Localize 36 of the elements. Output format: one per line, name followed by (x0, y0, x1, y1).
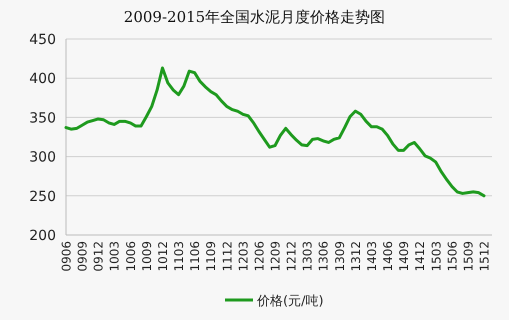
x-tick-label: 1012 (156, 241, 170, 272)
x-tick-label: 1106 (188, 241, 202, 272)
line-series (64, 66, 486, 198)
x-tick-label: 1103 (172, 241, 186, 272)
x-tick-label: 1506 (445, 241, 460, 272)
x-tick-label: 1003 (108, 241, 122, 272)
x-tick-label: 1209 (268, 241, 282, 272)
x-tick-label: 1112 (220, 241, 234, 272)
x-tick-label: 1412 (413, 241, 428, 272)
chart-title: 2009-2015年全国水泥月度价格走势图 (124, 8, 386, 26)
x-tick-label: 1409 (397, 241, 412, 272)
y-tick-label: 300 (29, 150, 56, 166)
y-tick-label: 200 (29, 228, 56, 244)
x-tick-label: 0909 (76, 241, 90, 272)
x-tick-label: 1512 (478, 241, 492, 272)
x-tick-label: 1303 (300, 241, 315, 272)
x-tick-label: 1306 (316, 241, 331, 272)
y-tick-label: 250 (29, 188, 56, 205)
y-tick-label: 450 (29, 32, 56, 48)
x-tick-label: 1109 (204, 241, 218, 272)
x-tick-label: 1509 (461, 241, 476, 272)
x-tick-label: 1309 (332, 241, 347, 272)
legend-label: 价格(元/吨) (256, 294, 324, 309)
y-tick-label: 350 (29, 110, 56, 126)
x-tick-label: 1212 (284, 241, 299, 272)
x-tick-label: 0906 (60, 241, 74, 272)
x-tick-label: 0912 (92, 241, 106, 272)
x-tick-label: 1403 (364, 241, 379, 272)
x-tick-label: 1009 (140, 241, 154, 272)
y-tick-label: 400 (29, 71, 56, 88)
x-tick-label: 1406 (381, 241, 396, 272)
x-tick-label: 1312 (348, 241, 363, 272)
x-tick-label: 1203 (236, 241, 250, 272)
x-tick-label: 1006 (124, 241, 138, 272)
x-tick-label: 1206 (252, 241, 266, 272)
x-tick-label: 1503 (429, 241, 444, 272)
